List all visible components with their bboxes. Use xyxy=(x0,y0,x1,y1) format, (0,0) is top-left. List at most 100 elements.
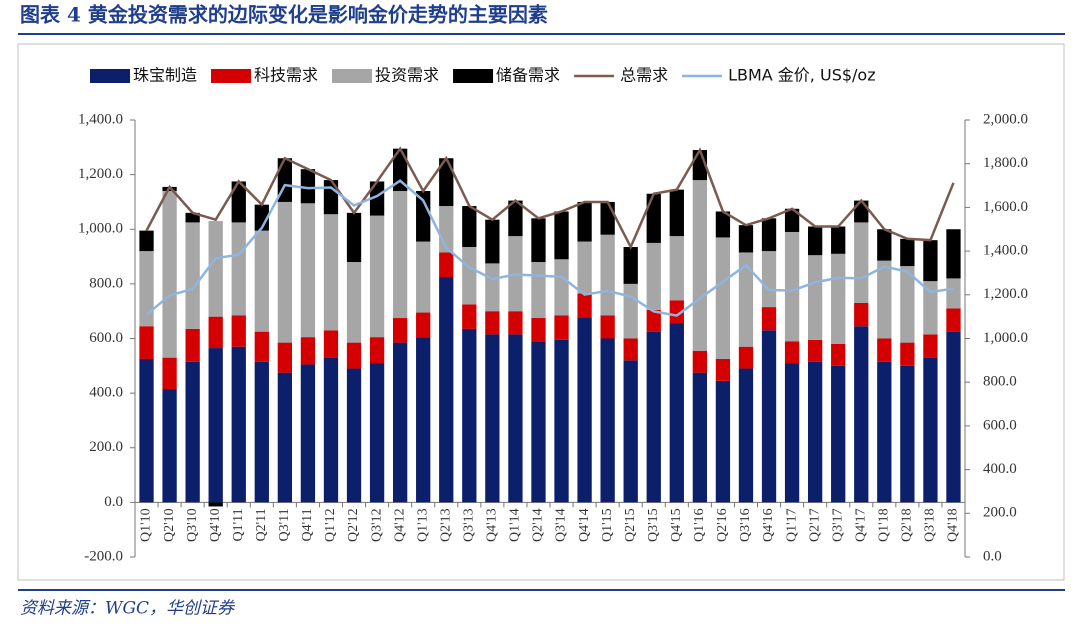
x-tick-label: Q2'15 xyxy=(623,508,638,542)
y-tick-label: 1,200.0 xyxy=(78,166,123,182)
bar-segment xyxy=(600,201,615,235)
x-tick-label: Q4'10 xyxy=(208,508,223,542)
bar-segment xyxy=(392,342,408,503)
x-tick-label: Q3'15 xyxy=(646,508,661,542)
bar-segment xyxy=(807,255,823,340)
bar-segment xyxy=(669,323,684,503)
bar-segment xyxy=(669,300,684,324)
bar-segment xyxy=(900,365,915,503)
bar-segment xyxy=(577,201,592,242)
bar-segment xyxy=(646,331,661,503)
x-tick-label: Q4'13 xyxy=(485,508,500,542)
bar-segment xyxy=(208,221,223,317)
x-tick-label: Q2'12 xyxy=(346,508,361,542)
bar-segment xyxy=(346,262,362,343)
bar-segment xyxy=(946,331,961,503)
bar-segment xyxy=(784,341,800,364)
bar-segment xyxy=(715,358,731,381)
x-tick-label: Q2'18 xyxy=(900,508,915,542)
line-series xyxy=(145,179,954,317)
x-tick-label: Q2'10 xyxy=(162,508,177,542)
bar-segment xyxy=(554,259,569,316)
bar-segment xyxy=(784,363,800,503)
bar-segment xyxy=(738,346,754,369)
bar-segment xyxy=(369,215,385,338)
bar-segment xyxy=(416,191,431,242)
bar-segment xyxy=(508,200,523,237)
bar-segment xyxy=(854,302,869,327)
bar-segment xyxy=(346,212,362,263)
bar-segment xyxy=(300,337,316,365)
y2-tick-label: 800.0 xyxy=(983,374,1017,390)
x-tick-label: Q3'14 xyxy=(554,508,569,542)
x-tick-label: Q4'18 xyxy=(946,508,961,542)
x-tick-label: Q1'13 xyxy=(415,508,430,542)
bar-segment xyxy=(854,222,869,303)
bar-segment xyxy=(923,240,938,282)
bar-segment xyxy=(761,307,777,331)
bar-segment xyxy=(139,251,154,327)
title: 图表 4 黄金投资需求的边际变化是影响金价走势的主要因素 xyxy=(20,3,548,27)
bar-segment xyxy=(531,341,546,503)
bar-segment xyxy=(254,230,269,332)
legend-swatch xyxy=(211,69,252,83)
bar-segment xyxy=(346,342,362,369)
y2-tick-label: 1,800.0 xyxy=(983,155,1028,171)
bar-segment xyxy=(623,247,638,284)
bar-segment xyxy=(369,337,385,364)
bar-segment xyxy=(254,204,269,231)
bar-segment xyxy=(784,208,800,232)
source: 资料来源：WGC，华创证券 xyxy=(20,599,236,619)
legend-swatch xyxy=(90,69,130,83)
x-tick-label: Q1'17 xyxy=(784,508,799,542)
bar-segment xyxy=(554,339,569,503)
x-tick-label: Q1'12 xyxy=(323,508,338,542)
x-tick-label: Q3'17 xyxy=(830,508,845,542)
bar-segment xyxy=(162,191,177,358)
y2-tick-label: 1,000.0 xyxy=(983,330,1028,346)
x-tick-label: Q3'10 xyxy=(185,508,200,542)
bar-segment xyxy=(254,361,269,503)
legend-swatch xyxy=(453,69,494,83)
x-tick-label: Q3'12 xyxy=(369,508,384,542)
plot: -200.0 0.0 200.0 400.0 600.0 800.0 1,000.0 1,20… xyxy=(78,66,1028,565)
bar-segment xyxy=(600,338,615,503)
bar-segment xyxy=(185,361,200,503)
bar-segment xyxy=(738,225,754,253)
y2-tick-label: 0.0 xyxy=(983,548,1002,564)
bar-segment xyxy=(669,236,684,301)
legend-label: LBMA 金价, US$/oz xyxy=(728,66,876,85)
x-tick-label: Q1'11 xyxy=(231,508,246,541)
bar-segment xyxy=(877,260,892,339)
x-tick-label: Q2'17 xyxy=(807,508,822,542)
bar-segment xyxy=(531,318,546,342)
y2-tick-label: 2,000.0 xyxy=(983,111,1028,127)
y-tick-label: -200.0 xyxy=(84,548,123,564)
bar-segment xyxy=(692,350,708,373)
legend-label: 总需求 xyxy=(620,66,668,85)
y2-tick-label: 1,600.0 xyxy=(983,199,1028,215)
y-tick-label: 600.0 xyxy=(89,330,123,346)
bar-segment xyxy=(577,318,592,503)
x-tick-label: Q2'11 xyxy=(254,508,269,541)
x-tick-label: Q3'18 xyxy=(923,508,938,542)
bar-segment xyxy=(208,502,223,507)
bar-segment xyxy=(277,372,293,503)
bar-segment xyxy=(277,342,293,373)
legend-swatch xyxy=(332,69,373,83)
bar-segment xyxy=(554,211,569,260)
bar-segment xyxy=(485,311,500,335)
bar-segment xyxy=(346,368,362,503)
x-tick-label: Q1'14 xyxy=(508,508,523,542)
bar-segment xyxy=(761,330,777,503)
bar-segment xyxy=(508,334,523,503)
bar-segment xyxy=(854,326,869,503)
bar-segment xyxy=(531,218,546,263)
bar-segment xyxy=(646,309,661,332)
bar-segment xyxy=(600,234,615,316)
bar-segment xyxy=(923,334,938,358)
bar-segment xyxy=(692,372,708,503)
bar-segment xyxy=(715,211,731,238)
bar-segment xyxy=(162,357,177,390)
bar-segment xyxy=(439,252,454,278)
